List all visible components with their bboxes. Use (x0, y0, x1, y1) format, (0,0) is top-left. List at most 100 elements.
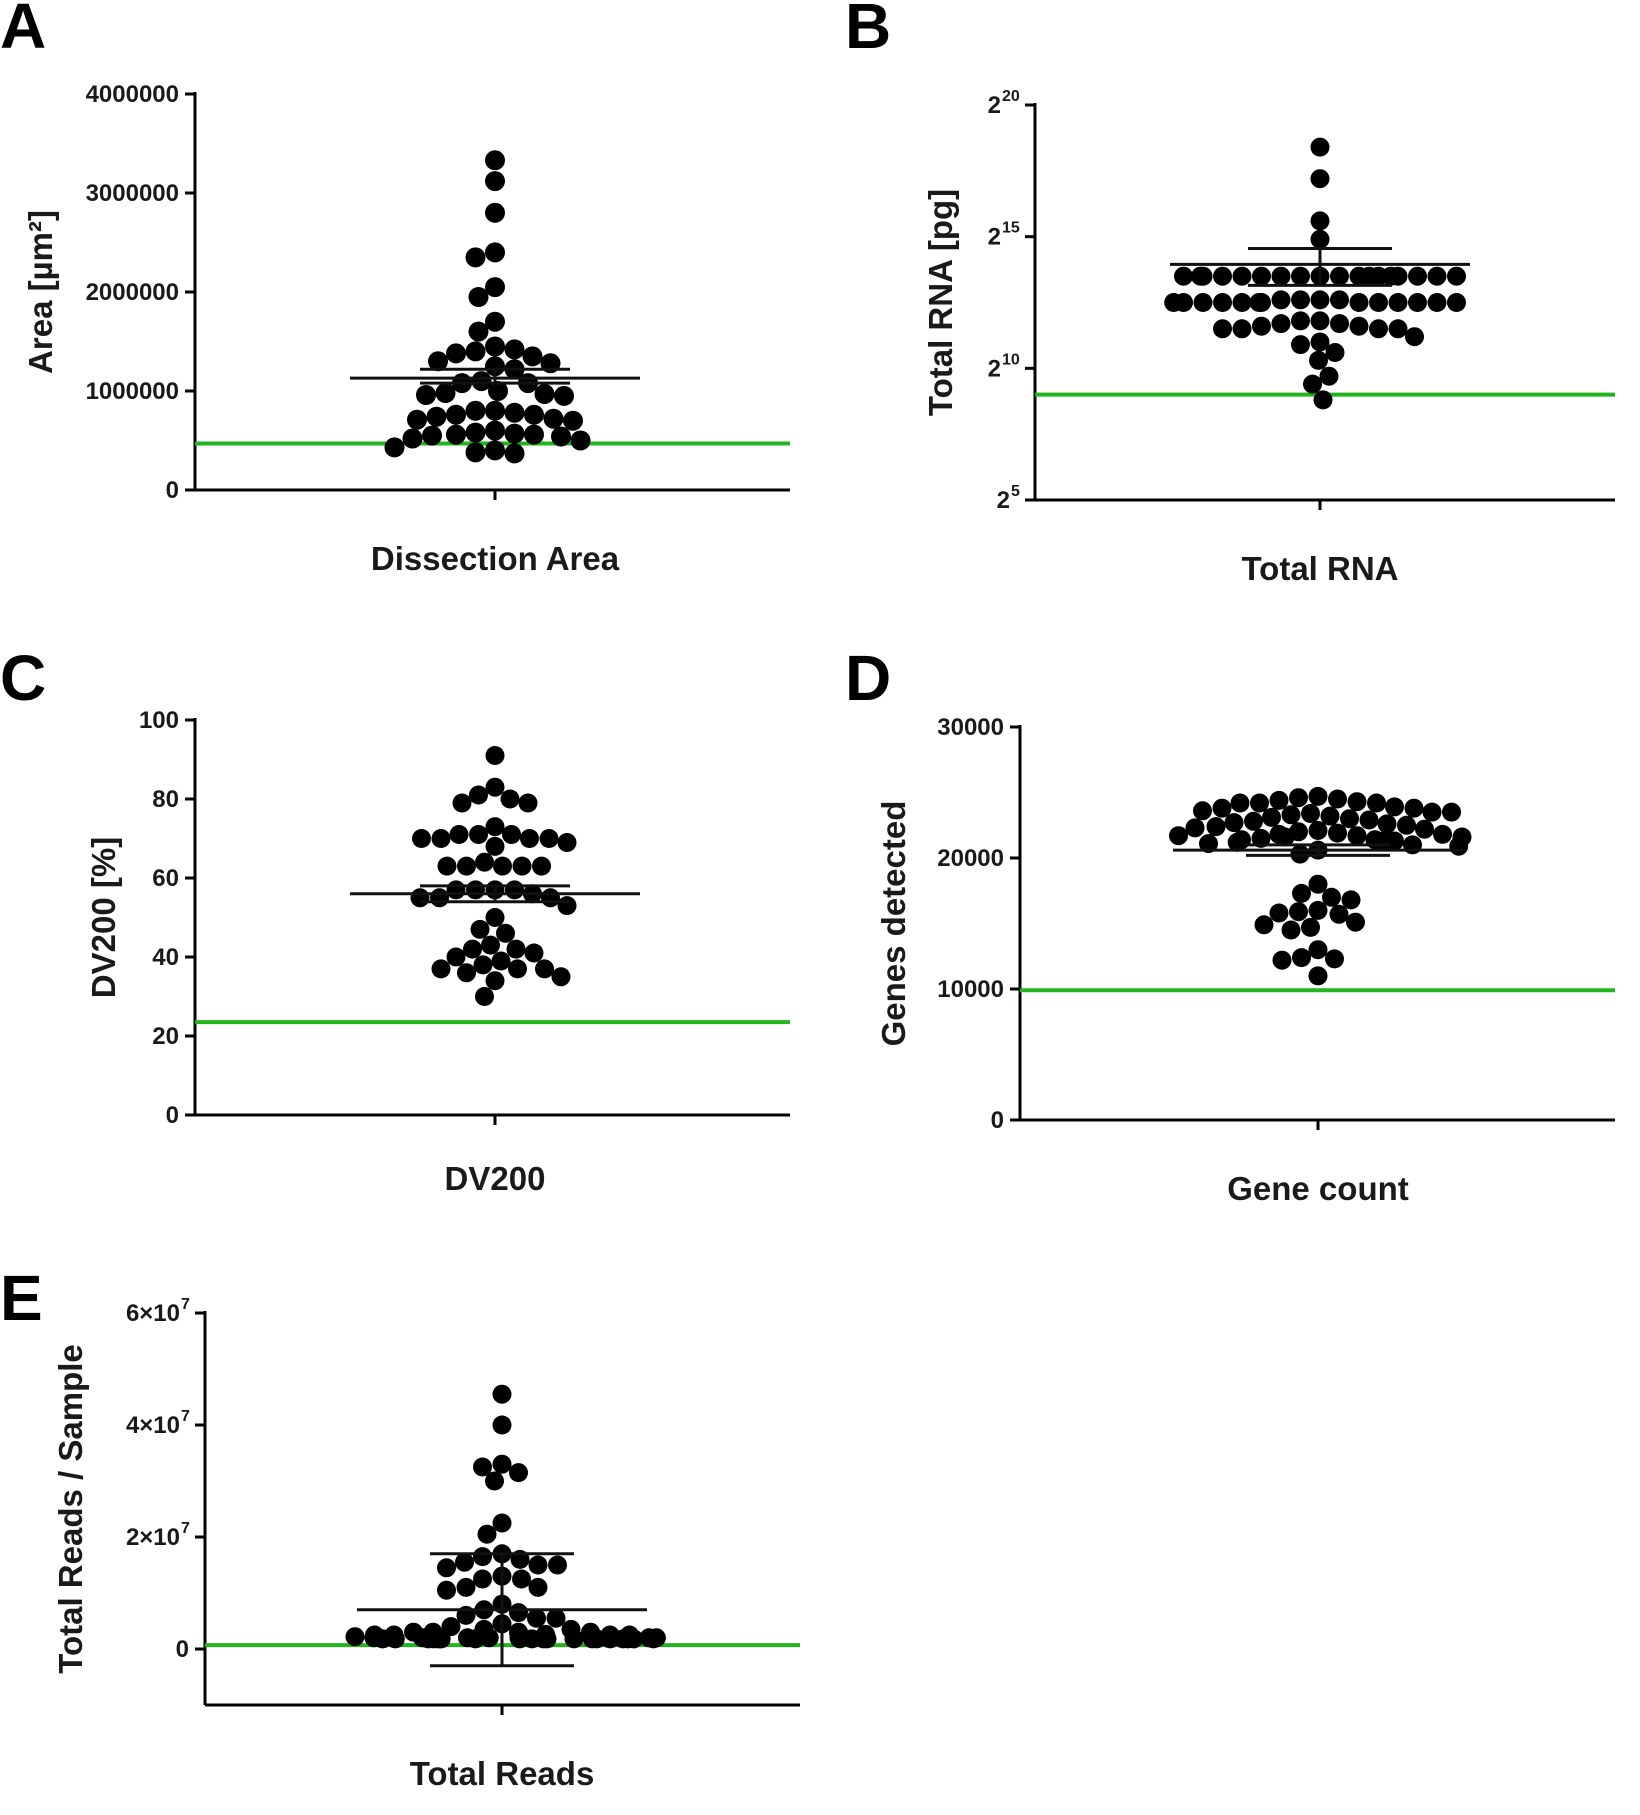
data-point (624, 1629, 643, 1648)
y-tick-label: 0 (166, 1102, 179, 1129)
data-point (1207, 817, 1226, 836)
data-point (485, 150, 505, 170)
data-point (1330, 267, 1349, 286)
data-point (466, 401, 486, 421)
y-tick-label: 80 (152, 786, 179, 813)
data-point (1250, 293, 1269, 312)
panel-letter: E (0, 1262, 43, 1334)
data-point (469, 786, 488, 805)
panel-letter: B (845, 0, 891, 62)
data-point (403, 429, 423, 449)
data-point (478, 1525, 497, 1544)
data-point (469, 825, 488, 844)
data-point (427, 407, 447, 427)
data-point (1262, 808, 1281, 827)
data-point (1282, 805, 1301, 824)
data-point (1233, 319, 1252, 338)
data-point (519, 794, 538, 813)
y-axis-label: Area [µm²] (22, 210, 59, 374)
data-point (1350, 317, 1369, 336)
data-point (1252, 267, 1271, 286)
data-point (1447, 267, 1466, 286)
panel-letter: C (0, 642, 46, 714)
data-point (529, 1556, 548, 1575)
data-point (1423, 803, 1442, 822)
data-point (558, 833, 577, 852)
data-point (547, 1609, 566, 1628)
data-point (1311, 138, 1330, 157)
data-point (1385, 797, 1404, 816)
data-point (446, 343, 466, 363)
y-tick-label: 0 (176, 1636, 189, 1663)
data-point (416, 385, 436, 405)
data-point (558, 896, 577, 915)
data-point (1272, 267, 1291, 286)
y-tick-label: 20000 (937, 845, 1004, 872)
data-point (346, 1627, 365, 1646)
data-point (1360, 811, 1379, 830)
x-axis-label: Gene count (1227, 1170, 1409, 1207)
data-point (1174, 267, 1193, 286)
data-point (457, 963, 476, 982)
data-point (1292, 884, 1311, 903)
y-tick-label: 1000000 (86, 378, 179, 405)
data-point (466, 341, 486, 361)
data-point (1213, 319, 1232, 338)
data-point (475, 853, 494, 872)
data-point (1309, 966, 1328, 985)
x-axis-label: Total Reads (410, 1755, 595, 1792)
data-point (525, 944, 544, 963)
data-point (485, 421, 505, 441)
data-point (1191, 267, 1210, 286)
data-point (496, 924, 515, 943)
data-point (647, 1628, 666, 1647)
data-point (1213, 293, 1232, 312)
data-point (486, 778, 505, 797)
panel-letter: D (845, 642, 891, 714)
data-point (1291, 335, 1310, 354)
data-point (492, 952, 511, 971)
data-point (524, 405, 544, 425)
data-point (520, 829, 539, 848)
data-point (466, 442, 486, 462)
data-point (1449, 837, 1468, 856)
data-point (1447, 293, 1466, 312)
data-point (481, 936, 500, 955)
data-point (1325, 949, 1344, 968)
data-point (486, 746, 505, 765)
data-point (1186, 818, 1205, 837)
data-point (1282, 921, 1301, 940)
data-point (1405, 327, 1424, 346)
data-point (432, 959, 451, 978)
data-point (505, 424, 525, 444)
data-point (535, 959, 554, 978)
data-point (485, 440, 505, 460)
data-point (437, 1581, 456, 1600)
y-tick-label: 2000000 (86, 279, 179, 306)
data-point (486, 908, 505, 927)
data-point (502, 825, 521, 844)
data-point (505, 403, 525, 423)
figure-canvas: A01000000200000030000004000000Area [µm²]… (0, 0, 1640, 1815)
data-point (512, 1570, 531, 1589)
data-point (450, 825, 469, 844)
data-point (1346, 913, 1365, 932)
data-point (1374, 832, 1393, 851)
x-axis-label: DV200 (445, 1160, 546, 1197)
data-point (1367, 794, 1386, 813)
data-point (1405, 799, 1424, 818)
y-tick-label: 0 (991, 1107, 1004, 1134)
data-point (436, 383, 456, 403)
data-point (493, 1455, 512, 1474)
y-axis-label: DV200 [%] (85, 837, 122, 998)
data-point (1326, 343, 1345, 362)
data-point (466, 880, 485, 899)
data-point (1433, 825, 1452, 844)
data-point (1397, 816, 1416, 835)
x-axis-label: Total RNA (1241, 550, 1398, 587)
data-point (1330, 905, 1349, 924)
data-point (1233, 267, 1252, 286)
data-point (1389, 319, 1408, 338)
data-point (1330, 314, 1349, 333)
data-point (431, 1629, 450, 1648)
